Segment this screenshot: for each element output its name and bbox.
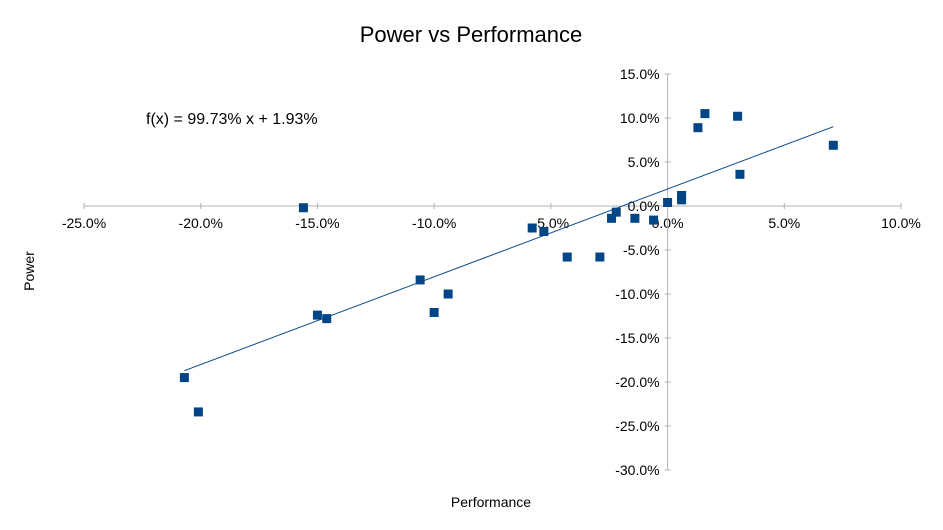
x-tick-label: 10.0% xyxy=(881,215,921,231)
data-point xyxy=(828,140,838,150)
data-point xyxy=(693,123,703,133)
y-tick-label: 5.0% xyxy=(628,154,660,170)
y-axis: 15.0% 10.0% 5.0% 0.0% -5.0% -10.0% -15.0% -20.0… xyxy=(615,66,671,478)
data-point xyxy=(700,109,710,119)
data-point xyxy=(527,223,537,233)
x-tick-label: -15.0% xyxy=(295,215,339,231)
y-axis-label: Power xyxy=(21,251,37,291)
data-point xyxy=(595,252,605,262)
data-point xyxy=(630,213,640,223)
x-tick-label: -25.0% xyxy=(62,215,106,231)
data-point xyxy=(562,252,572,262)
y-tick-label: -30.0% xyxy=(615,462,659,478)
data-point xyxy=(735,169,745,179)
chart-title: Power vs Performance xyxy=(360,22,583,47)
y-tick-label: 10.0% xyxy=(620,110,660,126)
data-point xyxy=(415,275,425,285)
y-tick-label: -15.0% xyxy=(615,330,659,346)
y-tick-label: 15.0% xyxy=(620,66,660,82)
data-point xyxy=(663,197,673,207)
x-tick-label: -5.0% xyxy=(533,215,570,231)
data-point xyxy=(607,213,617,223)
data-point xyxy=(298,203,308,213)
data-point xyxy=(677,190,687,200)
x-tick-label: 5.0% xyxy=(768,215,800,231)
y-tick-label: -5.0% xyxy=(623,242,660,258)
y-axis-tick-labels: 15.0% 10.0% 5.0% 0.0% -5.0% -10.0% -15.0% -20.0… xyxy=(615,66,659,478)
y-tick-label: -20.0% xyxy=(615,374,659,390)
x-tick-label: -20.0% xyxy=(179,215,223,231)
data-point xyxy=(429,307,439,317)
data-point xyxy=(649,215,659,225)
data-point xyxy=(312,310,322,320)
x-axis-label: Performance xyxy=(451,494,531,510)
data-point xyxy=(179,373,189,383)
data-point xyxy=(611,207,621,217)
y-tick-label: 0.0% xyxy=(628,198,660,214)
trendline-equation: f(x) = 99.73% x + 1.93% xyxy=(146,111,318,128)
data-point xyxy=(539,227,549,237)
data-point xyxy=(193,407,203,417)
y-tick-label: -10.0% xyxy=(615,286,659,302)
x-tick-label: -10.0% xyxy=(412,215,456,231)
data-points xyxy=(179,109,838,417)
data-point xyxy=(733,111,743,121)
trendline xyxy=(184,126,834,372)
data-point xyxy=(443,289,453,299)
y-tick-label: -25.0% xyxy=(615,418,659,434)
data-point xyxy=(322,314,332,324)
